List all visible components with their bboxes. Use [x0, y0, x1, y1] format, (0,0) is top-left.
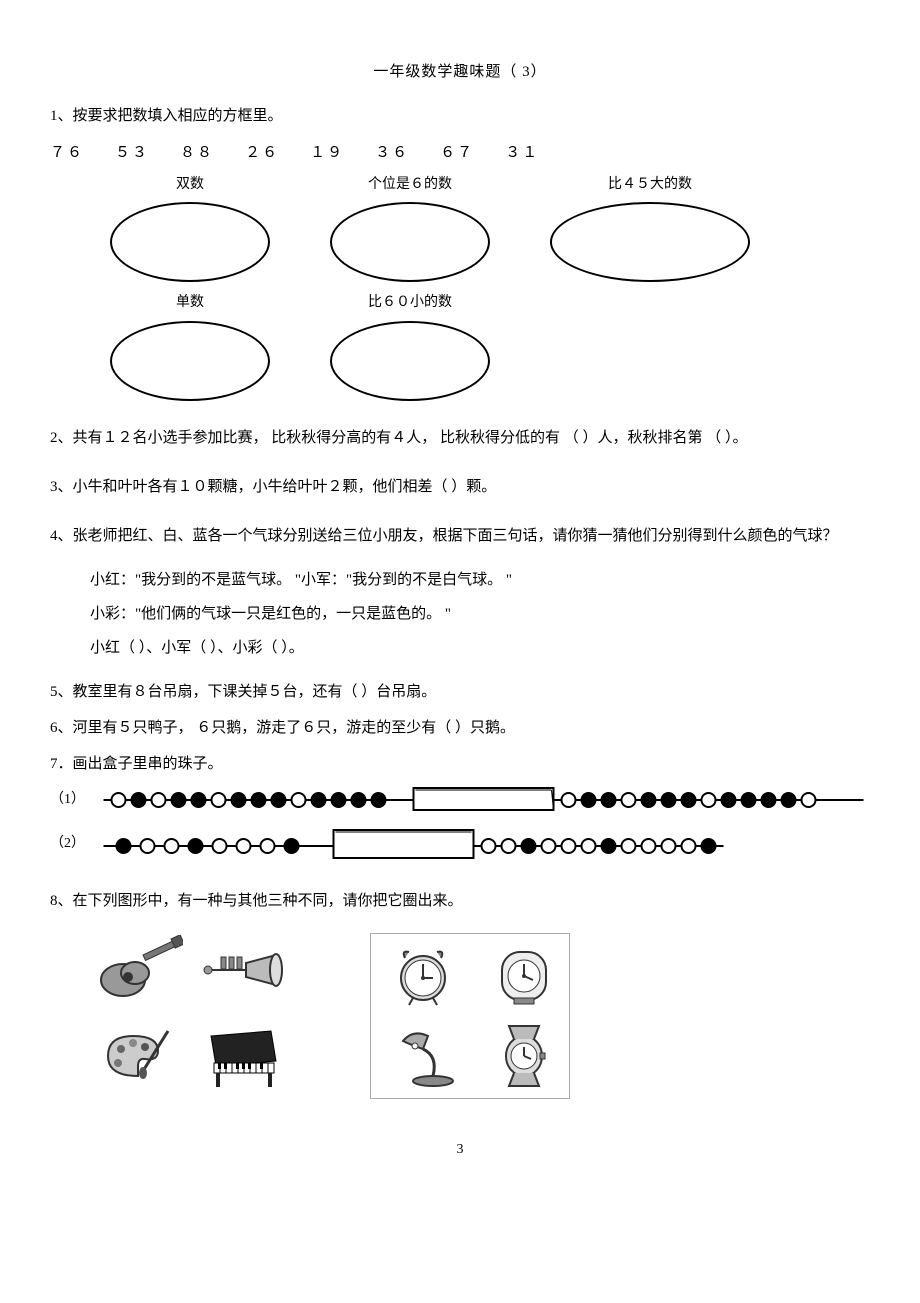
q8-image-groups	[50, 933, 870, 1099]
oval-ones6	[330, 202, 490, 282]
q4-line2: 小彩："他们俩的气球一只是红色的，一只是蓝色的。 "	[90, 602, 870, 626]
alarm-clock-icon	[375, 938, 470, 1013]
q1-prompt: 1、按要求把数填入相应的方框里。	[50, 104, 870, 128]
clock-grid	[370, 933, 570, 1099]
desk-lamp-icon	[375, 1019, 470, 1094]
oval-group-ones6: 个位是６的数	[330, 174, 490, 282]
oval-gt45	[550, 202, 750, 282]
q4-line1: 小红："我分到的不是蓝气球。 "小军："我分到的不是白气球。 "	[90, 568, 870, 592]
page-title: 一年级数学趣味题（ 3）	[50, 60, 870, 84]
oval-group-gt45: 比４５大的数	[550, 174, 750, 282]
label-lt60: 比６０小的数	[368, 292, 452, 314]
q1-oval-row-1: 双数 个位是６的数 比４５大的数	[50, 174, 870, 282]
bead-row-1: （1）	[50, 782, 870, 818]
question-3: 3、小牛和叶叶各有１０颗糖，小牛给叶叶２颗，他们相差（ ）颗。	[50, 475, 870, 499]
label-odd: 单数	[176, 292, 204, 314]
q7-prompt: 7．画出盒子里串的珠子。	[50, 752, 870, 776]
question-7: 7．画出盒子里串的珠子。 （1） （2）	[50, 752, 870, 864]
q8-prompt: 8、在下列图形中，有一种与其他三种不同，请你把它圈出来。	[50, 889, 870, 913]
q4-prompt: 4、张老师把红、白、蓝各一个气球分别送给三位小朋友，根据下面三句话，请你猜一猜他…	[50, 524, 870, 548]
label-even: 双数	[176, 174, 204, 196]
label-ones6: 个位是６的数	[368, 174, 452, 196]
q4-line3: 小红（ ）、小军（ ）、小彩（ ）。	[90, 636, 870, 660]
bead-row-2-label: （2）	[50, 833, 85, 855]
guitar-icon	[90, 933, 185, 1008]
trumpet-icon	[193, 933, 288, 1008]
oval-group-lt60: 比６０小的数	[330, 292, 490, 400]
palette-icon	[90, 1019, 185, 1094]
instrument-grid	[90, 933, 290, 1099]
question-8: 8、在下列图形中，有一种与其他三种不同，请你把它圈出来。	[50, 889, 870, 1099]
bead-svg-2	[97, 824, 870, 864]
label-gt45: 比４５大的数	[608, 174, 692, 196]
oval-group-odd: 单数	[110, 292, 270, 400]
bead-row-2: （2）	[50, 824, 870, 864]
bead-row-1-label: （1）	[50, 789, 85, 811]
page-number: 3	[50, 1139, 870, 1161]
q4-dialogue: 小红："我分到的不是蓝气球。 "小军："我分到的不是白气球。 " 小彩："他们俩…	[50, 568, 870, 660]
wristwatch-icon	[476, 1019, 571, 1094]
bead-svg-1	[97, 782, 870, 818]
piano-icon	[193, 1019, 288, 1094]
clock-icon	[476, 938, 571, 1013]
oval-group-even: 双数	[110, 174, 270, 282]
oval-odd	[110, 321, 270, 401]
question-2: 2、共有１２名小选手参加比赛， 比秋秋得分高的有４人， 比秋秋得分低的有 （ ）…	[50, 426, 870, 450]
q1-oval-row-2: 单数 比６０小的数	[50, 292, 870, 400]
question-6: 6、河里有５只鸭子， ６只鹅，游走了６只，游走的至少有（ ）只鹅。	[50, 716, 870, 740]
question-5: 5、教室里有８台吊扇，下课关掉５台，还有（ ）台吊扇。	[50, 680, 870, 704]
oval-even	[110, 202, 270, 282]
question-4: 4、张老师把红、白、蓝各一个气球分别送给三位小朋友，根据下面三句话，请你猜一猜他…	[50, 524, 870, 660]
question-1: 1、按要求把数填入相应的方框里。 ７６ ５３ ８８ ２６ １９ ３６ ６７ ３１…	[50, 104, 870, 401]
q1-numbers: ７６ ５３ ８８ ２６ １９ ３６ ６７ ３１	[50, 140, 870, 164]
oval-lt60	[330, 321, 490, 401]
